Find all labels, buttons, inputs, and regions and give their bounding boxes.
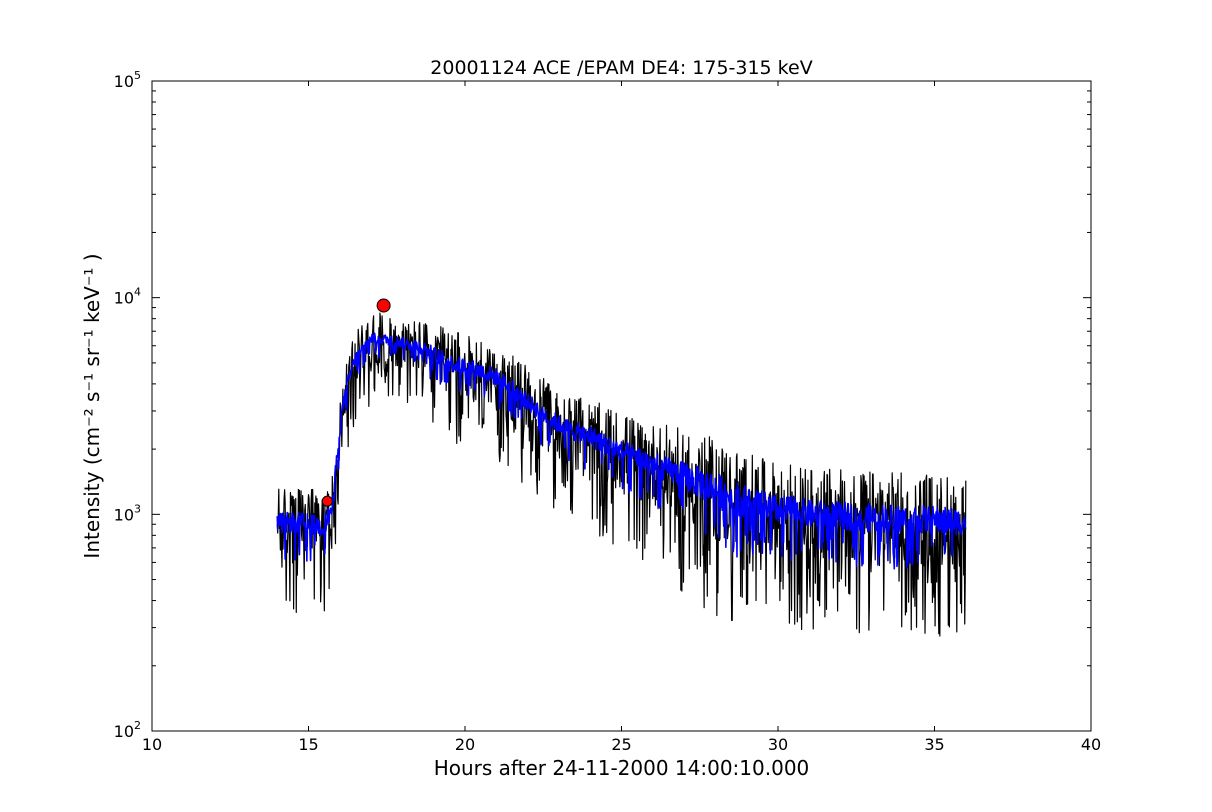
x-tick-label: 10: [142, 735, 162, 754]
series-layer: [276, 312, 967, 637]
y-tick-label: 103: [114, 502, 141, 524]
plot-frame: [151, 80, 1092, 732]
marker-layer: [321, 298, 391, 507]
y-tick-label: 102: [114, 719, 141, 741]
peak-marker: [376, 298, 391, 313]
y-tick-label: 105: [114, 69, 141, 91]
x-tick-label: 25: [611, 735, 631, 754]
onset-marker: [321, 495, 333, 507]
x-axis-title: Hours after 24-11-2000 14:00:10.000: [434, 756, 810, 780]
x-tick-label: 20: [455, 735, 475, 754]
chart-title: 20001124 ACE /EPAM DE4: 175-315 keV: [430, 57, 812, 79]
raw-intensity-line: [276, 312, 967, 637]
x-tick-label: 35: [924, 735, 944, 754]
x-tick-label: 40: [1081, 735, 1101, 754]
y-axis-title: Intensity (cm⁻² s⁻¹ sr⁻¹ keV⁻¹ ): [80, 253, 104, 558]
smoothed-intensity-line: [276, 332, 967, 570]
y-axis-ticks: 102 103 104 105: [114, 69, 1091, 741]
x-tick-label: 15: [298, 735, 318, 754]
x-tick-label: 30: [768, 735, 788, 754]
x-axis-ticks: 10 15 20 25 30 35 40: [142, 81, 1101, 754]
y-tick-label: 104: [114, 286, 141, 308]
